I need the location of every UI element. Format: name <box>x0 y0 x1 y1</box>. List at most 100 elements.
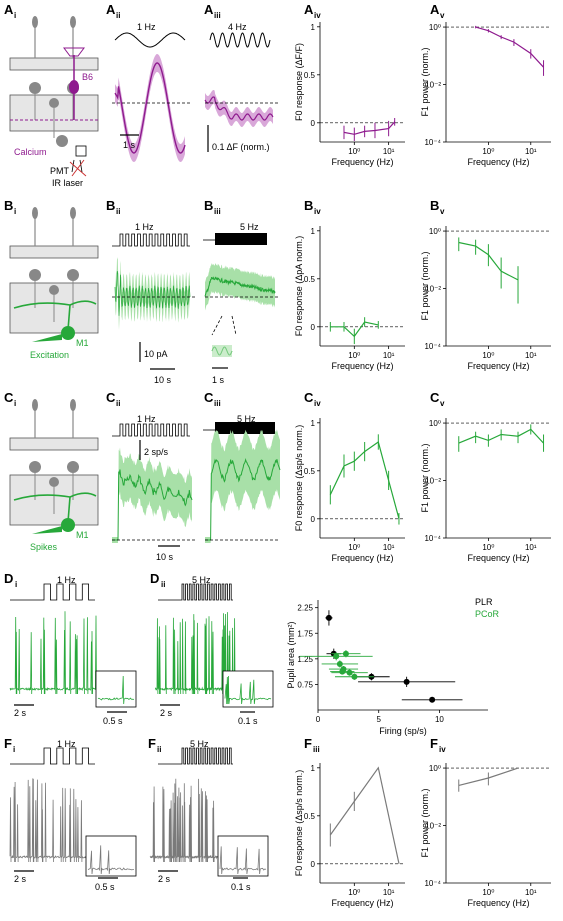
label-a-ii: A <box>106 2 116 17</box>
y-tick-label: 0.75 <box>297 680 313 689</box>
y-axis-label: F1 power (norm.) <box>420 251 430 320</box>
source-label-b: Excitation <box>30 350 69 360</box>
spike-trace-dii <box>154 612 236 695</box>
y-axis-label: F0 response (Δsp/s norm.) <box>294 770 304 877</box>
schematic-c <box>9 399 99 534</box>
y-tick-label: 0 <box>311 860 316 869</box>
scale-inset-di: 0.5 s <box>103 716 123 726</box>
y-tick-label: 10⁰ <box>429 23 441 32</box>
sub-c-iii: iii <box>214 399 221 408</box>
label-a-v: A <box>430 2 440 17</box>
sub-b-iv: iv <box>314 207 321 216</box>
sub-b-ii: ii <box>116 207 120 216</box>
spike-trace-fi <box>9 778 87 863</box>
y-axis-label: F1 power (norm.) <box>420 788 430 857</box>
x-axis-label: Frequency (Hz) <box>467 157 529 167</box>
sub-d-i: i <box>15 580 17 589</box>
sub-a-ii: ii <box>116 11 120 20</box>
y-tick-label: 0 <box>311 515 316 524</box>
laser-label: IR laser <box>52 178 83 188</box>
scatter-point <box>403 678 410 685</box>
scale-amp-b: 10 pA <box>144 349 168 359</box>
label-c-v: C <box>430 390 440 405</box>
sub-b-i: i <box>14 207 16 216</box>
stim-label-cii: 1 Hz <box>137 414 156 424</box>
stim-label-biii: 5 Hz <box>240 222 259 232</box>
response-band-biii <box>205 263 275 311</box>
stim-trace-fi <box>10 747 95 765</box>
y-tick-label: 1.75 <box>297 629 313 638</box>
scale-inset-fii: 0.1 s <box>231 882 251 892</box>
x-tick-label: 10¹ <box>525 888 537 897</box>
stim-label-di: 1 Hz <box>57 575 76 585</box>
y-tick-label: 10⁰ <box>429 764 441 773</box>
scale-time-b: 10 s <box>154 375 172 385</box>
sub-a-v: v <box>440 11 445 20</box>
scatter-point <box>336 660 343 667</box>
sub-a-iv: iv <box>314 11 321 20</box>
source-label-a: Calcium <box>14 147 47 157</box>
sub-f-iii: iii <box>313 745 320 754</box>
scale-time-c: 10 s <box>156 552 174 562</box>
response-trace-aii <box>114 62 186 154</box>
inset-box-di <box>95 670 137 708</box>
stim-label-fi: 1 Hz <box>57 739 76 749</box>
y-tick-label: 0.5 <box>304 467 316 476</box>
source-label-c: Spikes <box>30 542 58 552</box>
y-tick-label: 10⁻⁴ <box>424 534 441 543</box>
sub-a-i: i <box>14 11 16 20</box>
y-axis-label: F0 response (ΔpA norm.) <box>294 236 304 337</box>
scatter-point <box>333 653 340 660</box>
y-tick-label: 10⁻⁴ <box>424 879 441 888</box>
label-c-i: C <box>4 390 14 405</box>
x-axis-label: Frequency (Hz) <box>331 553 393 563</box>
sub-c-ii: ii <box>116 399 120 408</box>
scale-inset-fi: 0.5 s <box>95 882 115 892</box>
response-trace-ciii <box>205 458 281 541</box>
response-band-aiii <box>205 90 273 127</box>
label-b-ii: B <box>106 198 115 213</box>
stim-label-fii: 5 Hz <box>190 739 209 749</box>
x-tick-label: 10¹ <box>383 351 395 360</box>
spike-trace-fii <box>149 778 219 863</box>
x-tick-label: 10⁰ <box>482 888 494 897</box>
label-c-ii: C <box>106 390 116 405</box>
y-tick-label: 0 <box>311 323 316 332</box>
label-c-iv: C <box>304 390 314 405</box>
scatter-point <box>339 668 346 675</box>
label-d-ii: D <box>150 571 159 586</box>
pmt-label: PMT <box>50 166 70 176</box>
stim-label-aii: 1 Hz <box>137 22 156 32</box>
label-f-ii: F <box>148 736 156 751</box>
inset-band-b <box>212 345 232 357</box>
scatter-point <box>325 614 332 621</box>
y-tick-label: 1 <box>311 764 316 773</box>
schematic-a <box>9 16 99 177</box>
y-tick-label: 10⁻² <box>425 822 441 831</box>
y-axis-label: F0 response (ΔF/F) <box>294 43 304 121</box>
legend-plr: PLR <box>475 597 493 607</box>
scale-dii: 2 s <box>160 708 173 718</box>
sub-f-iv: iv <box>439 745 446 754</box>
scatter-point <box>342 650 349 657</box>
x-tick-label: 10⁰ <box>482 351 494 360</box>
scatter-point <box>429 696 436 703</box>
x-tick-label: 10¹ <box>383 543 395 552</box>
scale-di: 2 s <box>14 708 27 718</box>
y-tick-label: 1 <box>311 227 316 236</box>
inset-trace-dii <box>224 675 272 705</box>
legend-pcor: PCoR <box>475 609 500 619</box>
y-tick-label: 10⁻² <box>425 477 441 486</box>
response-trace-aiii <box>204 96 274 121</box>
label-c-iii: C <box>204 390 214 405</box>
x-tick-label: 10⁰ <box>482 543 494 552</box>
x-axis-label: Frequency (Hz) <box>331 361 393 371</box>
x-axis-label: Frequency (Hz) <box>467 898 529 908</box>
y-tick-label: 0 <box>311 119 316 128</box>
label-f-iii: F <box>304 736 312 751</box>
series-line <box>475 26 544 68</box>
